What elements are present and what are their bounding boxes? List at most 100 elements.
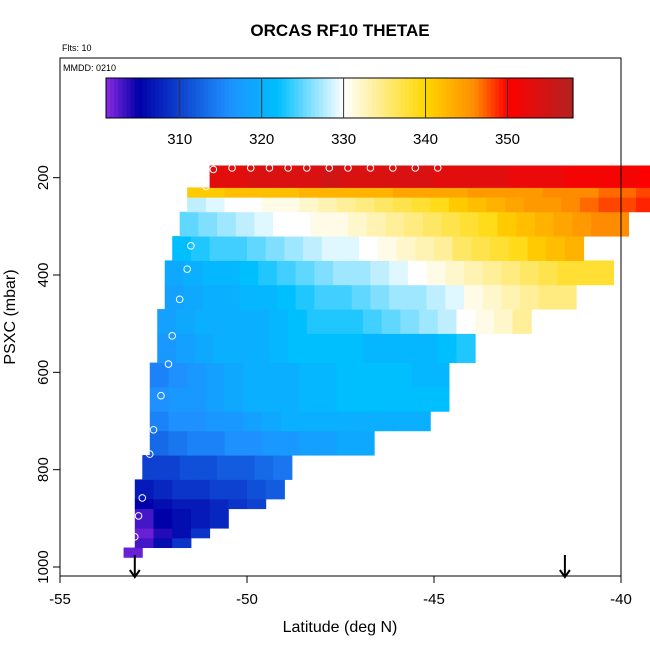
heatmap-cell [273,455,293,480]
y-tick-label: 200 [35,165,52,190]
heatmap-cell [591,211,611,237]
colorbar-swatch [298,78,304,118]
heatmap-cell [149,362,169,388]
sample-point [157,391,165,400]
sample-point [149,425,158,434]
colorbar-swatch [343,78,349,118]
flight-arrow-head [128,569,141,579]
colorbar-swatch [474,78,480,118]
heatmap-cell [261,386,282,412]
heatmap-cell [501,260,521,286]
heatmap-cell [303,236,323,261]
heatmap-cell [280,411,300,432]
heatmap-cell [217,455,237,480]
sample-point [131,533,139,541]
heatmap-cell [419,309,439,334]
colorbar-swatch [536,78,541,118]
heatmap-cell [190,479,211,500]
heatmap-cell [333,260,353,286]
heatmap-cell [411,386,431,412]
heatmap-cell [344,309,364,334]
colorbar-swatch [273,78,279,118]
heatmap-cell [299,386,319,412]
heatmap-cell [175,309,196,334]
colorbar-swatch [331,78,337,118]
colorbar-swatch [314,78,320,118]
heatmap-cell [224,187,244,198]
y-axis-label: PSXC (mbar) [2,269,19,364]
heatmap-cell [265,165,285,188]
heatmap-cell [564,236,585,261]
heatmap-cell [228,165,248,188]
heatmap-cell [243,362,263,388]
colorbar-swatch [441,78,447,118]
heatmap-cell [179,211,199,237]
heatmap-cell [336,411,356,432]
colorbar-swatch [548,78,554,118]
colorbar-swatch [327,78,332,118]
colorbar-swatch [413,78,418,118]
heatmap-cell [419,333,439,364]
heatmap-cell [516,211,536,237]
heatmap-cell [280,362,300,388]
heatmap-cell [239,260,259,286]
sample-point [168,332,176,340]
colorbar-swatch [134,78,140,118]
colorbar-swatch [106,78,111,118]
flight-arrow-head [559,569,571,579]
heatmap-cell [183,284,203,310]
colorbar-swatch [515,78,521,118]
heatmap-cell [179,455,199,480]
colorbar-swatch [146,78,152,118]
heatmap-cell [134,479,154,500]
heatmap-cell [190,498,211,510]
heatmap-cell [602,165,622,188]
heatmap-cell [333,284,353,310]
heatmap-cell [482,260,502,286]
sample-point [284,164,292,172]
colorbar-swatch [380,78,386,118]
heatmap-cell [452,236,472,261]
colorbar-tick-label: 330 [331,131,356,148]
flight-arrows [128,555,571,579]
heatmap-cell [482,284,502,310]
heatmap-cell [276,260,297,286]
heatmap-cell [340,165,360,188]
sample-point [389,164,397,172]
heatmap-cell [583,165,603,188]
heatmap-cell [314,260,334,286]
colorbar-swatch [171,78,177,118]
heatmap-cell [149,386,169,412]
colorbar-swatch [323,78,328,118]
heatmap-cell [164,260,184,286]
heatmap-cell [598,197,618,213]
heatmap-cell [437,333,457,364]
heatmap-cell [381,309,401,334]
heatmap-cell [157,309,177,334]
heatmap-cell [261,187,282,198]
heatmap-cell [396,165,416,188]
heatmap-cell [254,211,274,237]
heatmap-cell [434,165,454,188]
sample-point [433,164,442,172]
heatmap-cell [172,537,192,549]
colorbar-swatch [245,78,250,118]
colorbar-swatch [192,78,197,118]
heatmap-cell [280,187,300,198]
heatmap-cell [220,260,241,286]
colorbar-swatch [400,78,406,118]
heatmap-cell [392,197,413,213]
heatmap-cell [463,260,484,286]
heatmap-cell [250,333,270,364]
colorbar-swatch [425,78,431,118]
colorbar-swatch [405,78,410,118]
heatmap-cell [452,165,472,188]
heatmap-cell [295,284,315,310]
colorbar-swatch [507,78,513,118]
heatmap-cell [359,165,379,188]
heatmap-cell [205,187,226,198]
sample-point [164,360,173,368]
heatmap-cell [415,236,435,261]
heatmap-cell [336,430,356,456]
